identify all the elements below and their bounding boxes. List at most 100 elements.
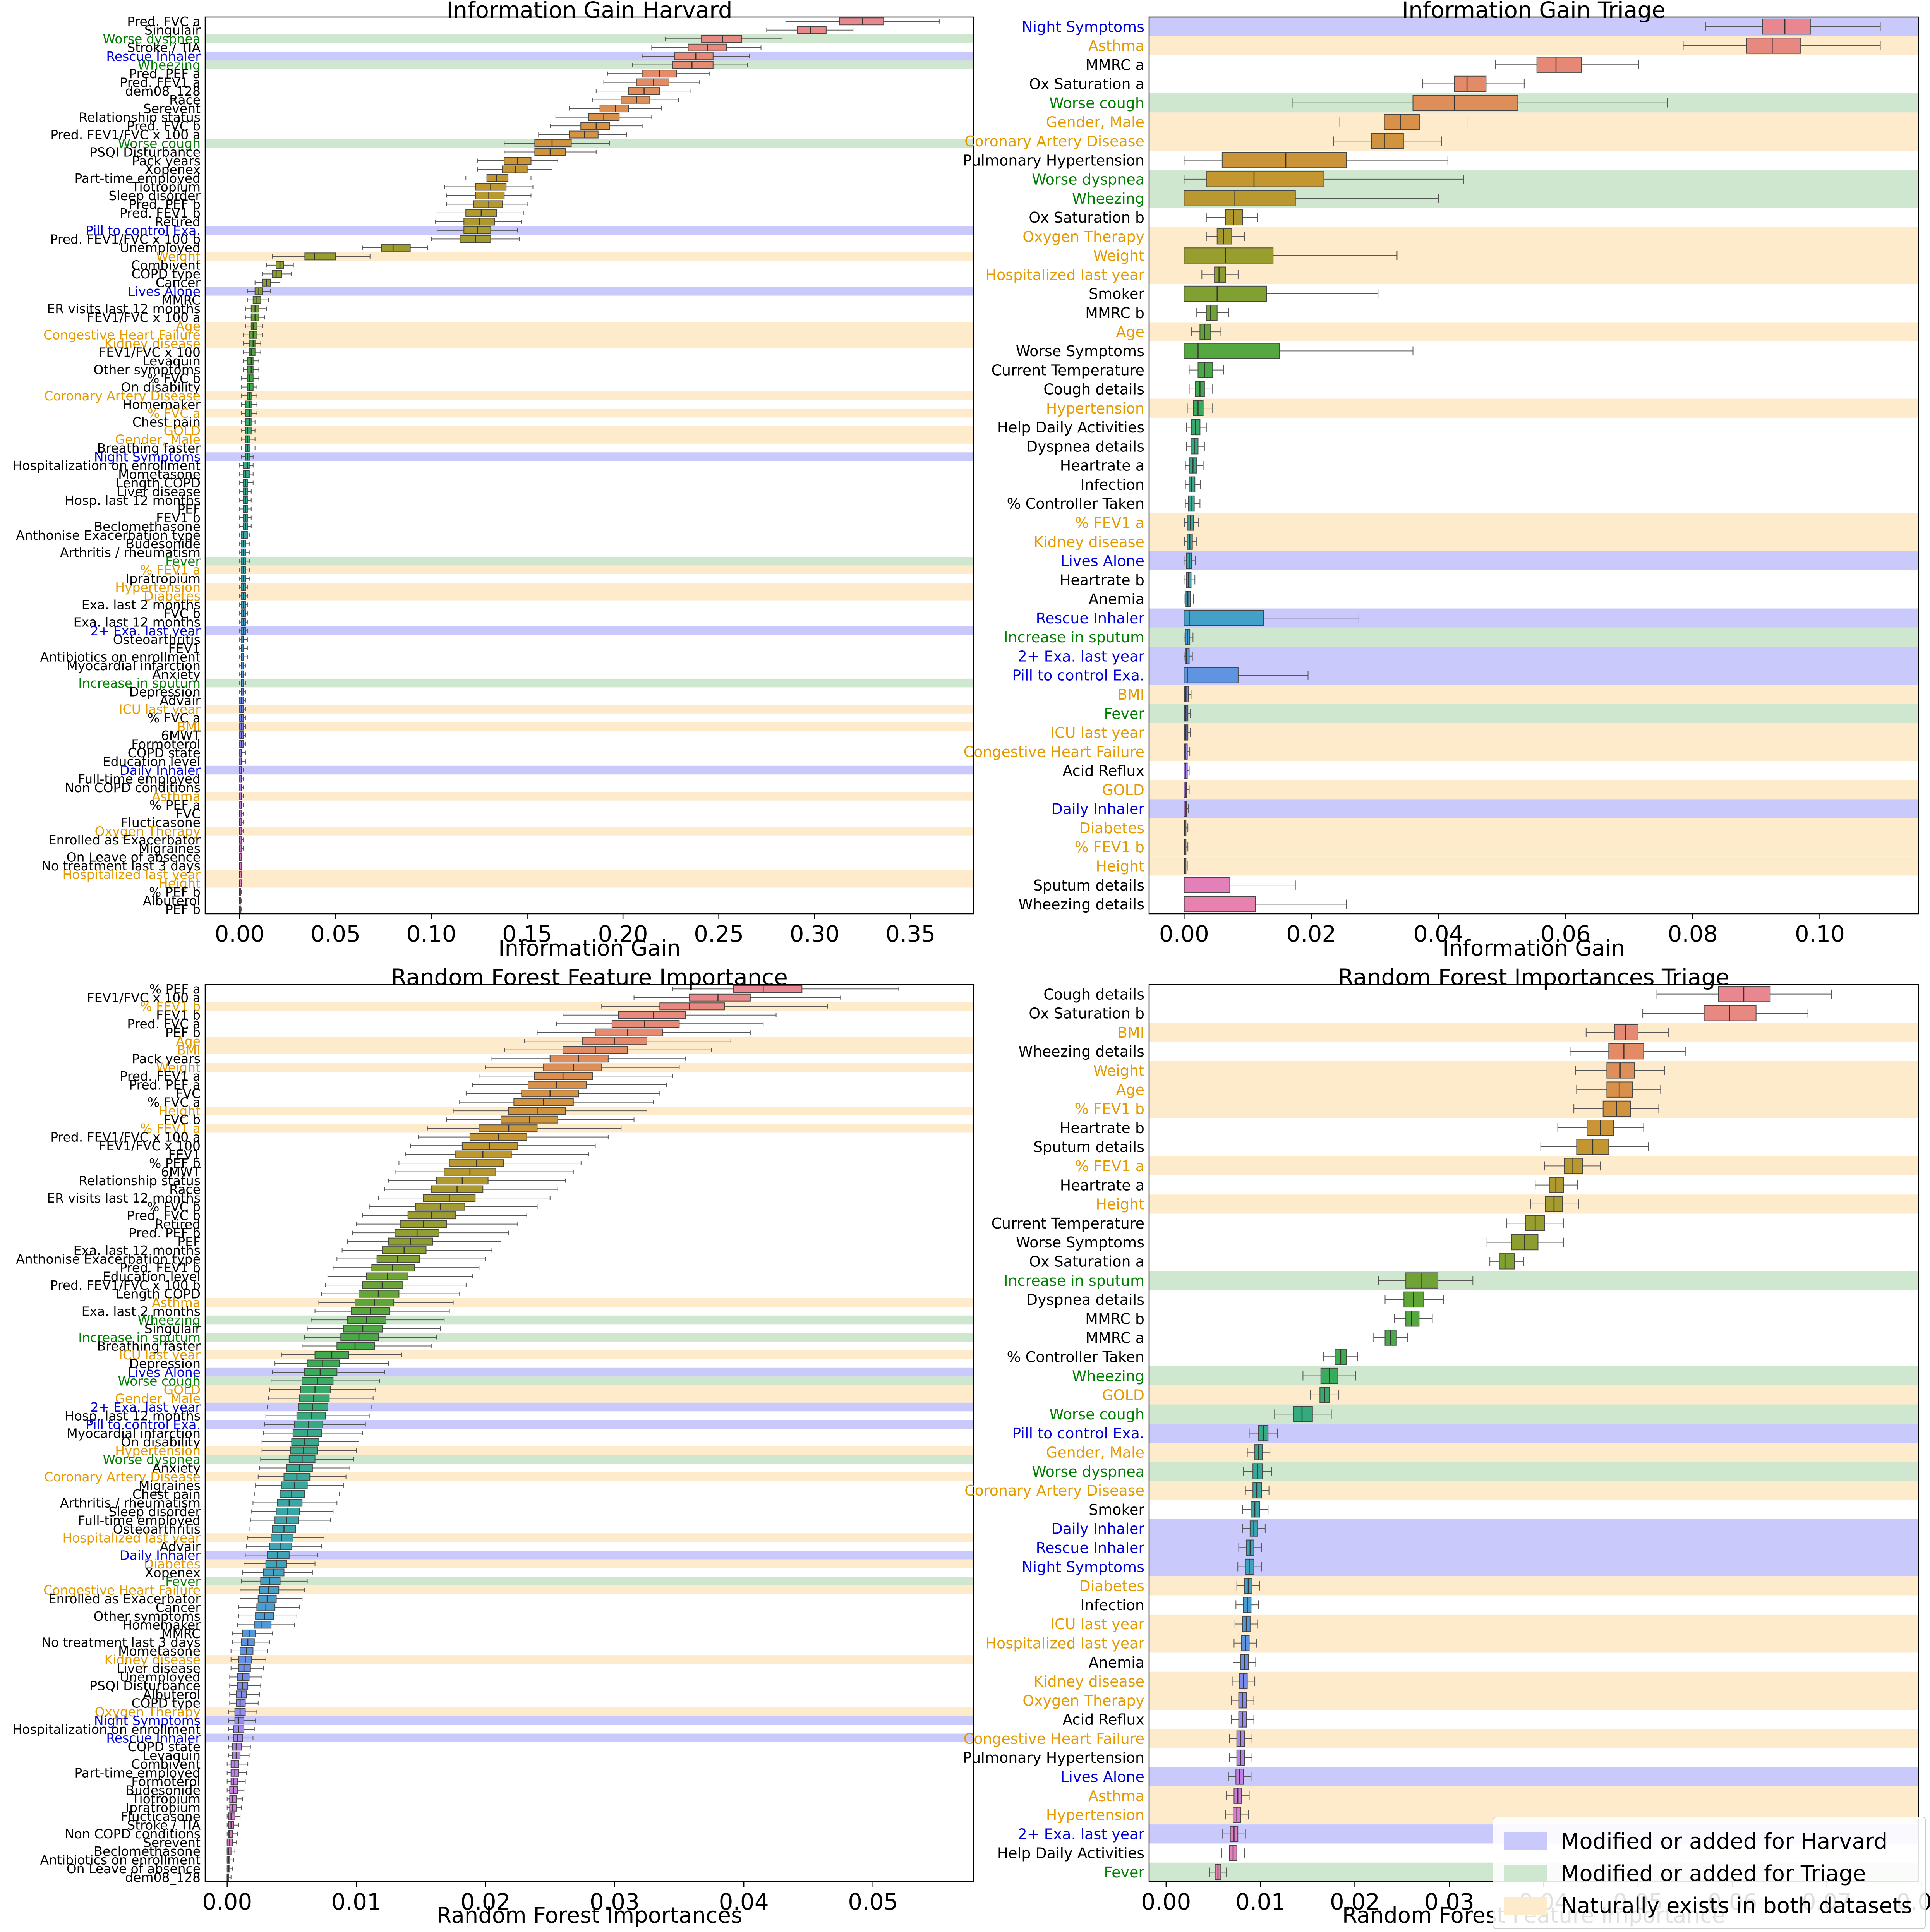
- feature-box: [435, 218, 522, 226]
- feature-box: [327, 1272, 473, 1280]
- feature-label: Unemployed: [120, 1669, 201, 1685]
- x-axis-label: Information Gain: [498, 936, 681, 961]
- x-tick-label: 0.35: [885, 921, 935, 947]
- highlight-bands: [1149, 17, 1918, 876]
- feature-label: Retired: [155, 1217, 201, 1232]
- feature-label: Wheezing: [1072, 1367, 1144, 1385]
- iqr-box: [245, 400, 252, 408]
- highlight-band: [1149, 742, 1918, 761]
- feature-box: [239, 697, 246, 705]
- feature-label: GOLD: [164, 423, 201, 438]
- feature-label: Anthonise Exacerbation type: [16, 528, 201, 543]
- box-plots: [1209, 986, 1832, 1881]
- feature-label: Hypertension: [115, 1443, 201, 1458]
- feature-box: [238, 1603, 300, 1611]
- chart-title: Random Forest Feature Importance: [391, 964, 788, 990]
- feature-label: Age: [176, 319, 201, 334]
- feature-label: Albuterol: [143, 893, 201, 908]
- legend-item-triage: Modified or added for Triage: [1504, 1858, 1866, 1889]
- feature-label: Rescue Inhaler: [106, 1731, 201, 1746]
- feature-label: Fever: [1104, 1864, 1144, 1881]
- feature-box: [465, 1090, 660, 1098]
- feature-label: Advair: [160, 1539, 201, 1554]
- feature-label: Weight: [156, 249, 201, 264]
- iqr-box: [233, 1734, 243, 1742]
- feature-box: [410, 1142, 596, 1150]
- highlight-band: [205, 252, 974, 261]
- feature-label: Depression: [129, 1356, 201, 1371]
- feature-label: PEF b: [165, 1025, 201, 1040]
- feature-label: Worse cough: [118, 1373, 201, 1388]
- feature-box: [1237, 1558, 1262, 1575]
- feature-box: [241, 418, 256, 426]
- feature-box: [601, 1002, 829, 1011]
- feature-label: % Controller Taken: [1007, 495, 1144, 512]
- feature-label: Budesonide: [125, 536, 201, 551]
- feature-box: [239, 749, 246, 757]
- iqr-box: [1184, 667, 1239, 683]
- feature-box: [262, 270, 292, 278]
- feature-label: Chest pain: [132, 414, 201, 429]
- feature-label: Relationship status: [79, 1173, 201, 1188]
- highlight-band: [1149, 647, 1918, 666]
- feature-box: [239, 818, 244, 826]
- feature-label: Advair: [160, 693, 201, 708]
- highlight-band: [205, 408, 974, 418]
- iqr-box: [381, 244, 411, 252]
- feature-box: [239, 905, 242, 913]
- feature-label: % Controller Taken: [1007, 1349, 1144, 1366]
- highlight-band: [205, 792, 974, 801]
- feature-label: Osteoarthritis: [113, 1522, 201, 1537]
- feature-box: [1642, 1005, 1808, 1021]
- feature-label: FEV1/FVC x 100: [99, 1138, 201, 1153]
- feature-label: Homemaker: [122, 1617, 201, 1632]
- highlight-band: [205, 287, 974, 296]
- feature-box: [1184, 343, 1414, 359]
- feature-label: Anemia: [1089, 1654, 1144, 1671]
- feature-label: Breathing faster: [97, 1338, 201, 1354]
- box-plots: [239, 17, 940, 913]
- feature-label: Weight: [1093, 247, 1144, 264]
- feature-label: Pred. FEV1/FVC x 100 b: [50, 232, 201, 247]
- iqr-box: [299, 1394, 330, 1402]
- iqr-box: [241, 531, 248, 539]
- feature-label: Ipratropium: [125, 1800, 201, 1815]
- highlight-band: [1149, 1614, 1918, 1634]
- feature-box: [1495, 57, 1639, 73]
- highlight-band: [205, 452, 974, 461]
- feature-label: Singulair: [144, 23, 201, 38]
- feature-labels: Cough details Ox Saturation b BMI Wheezing …: [963, 986, 1144, 1881]
- feature-label: % PEF b: [149, 1156, 201, 1171]
- feature-label: Asthma: [152, 789, 201, 804]
- highlight-band: [205, 1551, 974, 1560]
- chart-title: Random Forest Importances Triage: [1338, 964, 1729, 990]
- feature-box: [229, 1673, 262, 1681]
- x-axis-label: Random Forest Importances: [437, 1903, 742, 1928]
- feature-label: Dyspnea details: [1026, 438, 1144, 455]
- feature-label: Exa. last 2 months: [82, 1304, 201, 1319]
- x-axis: 0.00 0.02 0.04 0.06 0.08 0.10: [1159, 914, 1845, 947]
- feature-label: FVC: [175, 806, 201, 821]
- feature-box: [1231, 1711, 1254, 1728]
- feature-label: Ox Saturation a: [1029, 75, 1144, 93]
- feature-label: % FEV1 a: [140, 563, 201, 578]
- feature-label: Tiotropium: [131, 179, 201, 194]
- feature-box: [226, 1778, 246, 1786]
- feature-box: [1585, 1024, 1669, 1040]
- feature-box: [1232, 1654, 1256, 1670]
- feature-box: [239, 801, 244, 809]
- iqr-box: [1293, 1406, 1313, 1422]
- iqr-box: [228, 1830, 233, 1838]
- feature-label: Part-time employed: [74, 171, 201, 186]
- feature-box: [239, 496, 252, 504]
- feature-label: Tiotropium: [131, 1791, 201, 1807]
- feature-box: [257, 1472, 347, 1481]
- x-tick-label: 0.00: [215, 921, 265, 947]
- feature-label: Worse cough: [1049, 94, 1144, 112]
- highlight-band: [1149, 1366, 1918, 1386]
- feature-label: % FEV1 a: [140, 1121, 201, 1136]
- highlight-band: [205, 678, 974, 688]
- iqr-box: [1384, 114, 1420, 130]
- feature-box: [341, 1246, 492, 1254]
